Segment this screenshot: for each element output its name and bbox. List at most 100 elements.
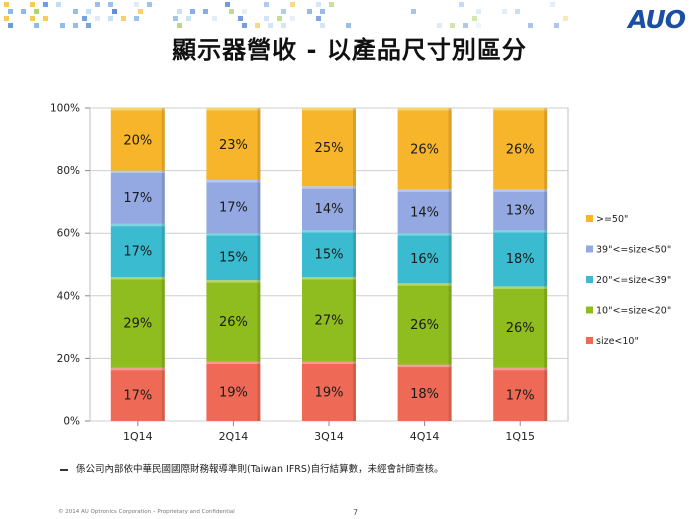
bar-segment bbox=[493, 230, 548, 287]
bar-shade bbox=[257, 179, 261, 234]
bar-highlight bbox=[206, 108, 261, 111]
data-label: 17% bbox=[123, 244, 152, 259]
decorative-pixel bbox=[316, 16, 321, 21]
decorative-pixel bbox=[34, 23, 39, 28]
y-tick-label: 40% bbox=[57, 290, 80, 302]
decorative-pixel bbox=[43, 2, 48, 7]
decorative-pixel bbox=[307, 9, 312, 14]
decorative-pixel bbox=[476, 23, 481, 28]
data-label: 27% bbox=[315, 313, 344, 328]
bar-highlight bbox=[302, 277, 356, 280]
bar-shade bbox=[353, 277, 356, 362]
bar-segment bbox=[302, 186, 356, 231]
data-label: 16% bbox=[410, 252, 439, 267]
bar-segment bbox=[302, 361, 356, 421]
decorative-pixel bbox=[108, 16, 113, 21]
bar-segment bbox=[302, 108, 356, 187]
bar-shade bbox=[544, 286, 548, 368]
data-label: 17% bbox=[219, 201, 248, 216]
legend-swatch bbox=[586, 337, 593, 344]
decorative-pixel bbox=[203, 9, 208, 14]
bar-segment-group: 15% bbox=[302, 230, 356, 278]
bar-highlight bbox=[110, 108, 165, 111]
bar-segment-group: 13% bbox=[493, 189, 548, 231]
legend-swatch bbox=[586, 215, 593, 222]
bar-segment-group: 17% bbox=[206, 179, 261, 234]
y-tick-label: 80% bbox=[57, 165, 80, 177]
decorative-pixel bbox=[320, 23, 325, 28]
bar-shade bbox=[448, 364, 452, 421]
bar-shade bbox=[544, 189, 548, 231]
bar-segment-group: 14% bbox=[302, 186, 356, 231]
decorative-pixel bbox=[502, 9, 507, 14]
data-label: 26% bbox=[410, 318, 439, 333]
bar-highlight bbox=[206, 233, 261, 236]
decorative-pixel bbox=[147, 2, 152, 7]
decorative-pixel bbox=[186, 16, 191, 21]
auo-logo: AUO bbox=[628, 5, 686, 34]
bar-highlight bbox=[397, 189, 452, 192]
bar-segment-group: 15% bbox=[206, 233, 261, 281]
bar-segment bbox=[302, 277, 356, 362]
bar-shade bbox=[448, 108, 452, 190]
bar-segment-group: 16% bbox=[397, 233, 452, 284]
decorative-top-strip bbox=[4, 2, 568, 28]
decorative-pixel bbox=[281, 9, 286, 14]
decorative-pixel bbox=[290, 2, 295, 7]
decorative-pixel bbox=[242, 9, 247, 14]
decorative-pixel bbox=[229, 9, 234, 14]
x-tick-label: 1Q14 bbox=[123, 430, 153, 443]
bar-shade bbox=[544, 367, 548, 421]
legend-item: >=50" bbox=[586, 214, 628, 225]
bar-shade bbox=[257, 233, 261, 281]
bar-highlight bbox=[397, 233, 452, 236]
decorative-pixel bbox=[450, 23, 455, 28]
bar-segment bbox=[302, 230, 356, 278]
bar-highlight bbox=[206, 179, 261, 183]
bar-highlight bbox=[493, 108, 548, 111]
decorative-pixel bbox=[329, 2, 334, 7]
bar-segment bbox=[110, 277, 165, 368]
bar-segment bbox=[397, 233, 452, 284]
bar-segment-group: 17% bbox=[110, 223, 165, 278]
decorative-pixel bbox=[4, 16, 9, 21]
data-label: 26% bbox=[219, 315, 248, 330]
decorative-pixel bbox=[268, 23, 273, 28]
decorative-pixel bbox=[95, 16, 100, 21]
decorative-pixel bbox=[21, 9, 26, 14]
decorative-pixel bbox=[290, 16, 295, 21]
decorative-pixel bbox=[60, 23, 65, 28]
bar-shade bbox=[257, 108, 261, 180]
bar-segment bbox=[206, 108, 261, 180]
bar-highlight bbox=[206, 361, 261, 365]
legend-swatch bbox=[586, 306, 593, 314]
legend-label: >=50" bbox=[596, 214, 628, 225]
decorative-pixel bbox=[82, 16, 87, 21]
copyright: © 2014 AU Optronics Corporation – Propri… bbox=[58, 509, 235, 515]
legend-item: size<10" bbox=[586, 336, 639, 347]
bar-segment bbox=[493, 367, 548, 421]
bar-segment-group: 25% bbox=[302, 108, 356, 187]
data-label: 18% bbox=[410, 387, 439, 402]
data-label: 20% bbox=[123, 133, 152, 148]
data-label: 14% bbox=[410, 205, 439, 220]
bar-segment bbox=[206, 280, 261, 362]
decorative-pixel bbox=[8, 23, 13, 28]
decorative-pixel bbox=[121, 16, 126, 21]
bar-highlight bbox=[493, 230, 548, 233]
decorative-pixel bbox=[550, 2, 555, 7]
decorative-pixel bbox=[34, 9, 39, 14]
bar-highlight bbox=[110, 223, 165, 227]
data-label: 29% bbox=[123, 316, 152, 331]
decorative-pixel bbox=[134, 16, 139, 21]
bar-segment bbox=[397, 108, 452, 190]
bar-highlight bbox=[397, 364, 452, 368]
decorative-pixel bbox=[112, 9, 117, 14]
x-tick-label: 3Q14 bbox=[314, 430, 344, 443]
data-label: 13% bbox=[506, 204, 535, 219]
decorative-pixel bbox=[255, 23, 260, 28]
decorative-pixel bbox=[177, 23, 182, 28]
decorative-pixel bbox=[554, 23, 559, 28]
bar-shade bbox=[448, 283, 452, 365]
